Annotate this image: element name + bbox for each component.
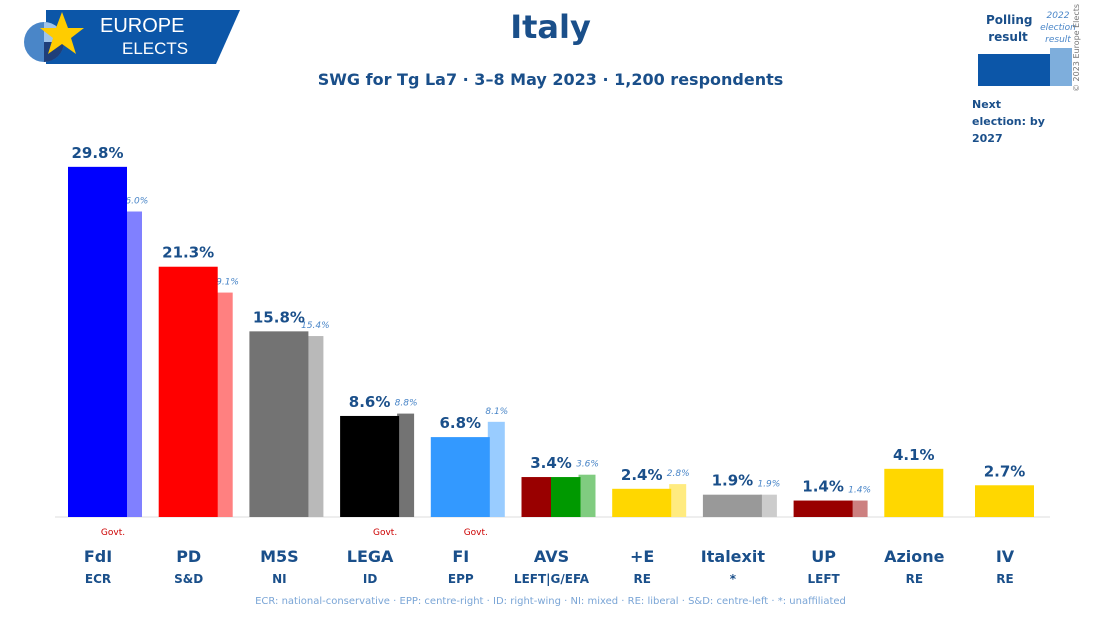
page-title: Italy xyxy=(510,8,591,46)
party-name-m5s: M5S xyxy=(260,547,299,566)
party-name-lega: LEGA xyxy=(347,547,394,566)
party-name-avs: AVS xyxy=(534,547,569,566)
party-name-italexit: Italexit xyxy=(701,547,766,566)
bar-poll-italexit xyxy=(702,494,762,517)
party-group-iv: RE xyxy=(996,572,1013,586)
label-election-fi: 8.1% xyxy=(485,407,508,417)
logo-star-icon xyxy=(40,12,84,54)
bar-election-avs xyxy=(578,474,596,517)
label-election-italexit: 1.9% xyxy=(757,480,780,490)
bar-poll-up xyxy=(793,500,853,517)
label-poll-m5s: 15.8% xyxy=(253,308,305,326)
bar-poll-avs-part1 xyxy=(521,477,551,517)
label-poll-azione: 4.1% xyxy=(893,446,935,464)
label-poll-fi: 6.8% xyxy=(439,414,481,432)
europe-elects-logo: EUROPE ELECTS xyxy=(24,10,240,64)
party-name-e: +E xyxy=(630,547,654,566)
bar-poll-m5s xyxy=(249,331,309,517)
bar-poll-avs-part2 xyxy=(551,477,581,517)
party-name-fi: FI xyxy=(452,547,469,566)
bar-election-lega xyxy=(397,413,415,517)
party-name-pd: PD xyxy=(176,547,201,566)
label-election-avs: 3.6% xyxy=(576,460,599,470)
legend-polling-swatch xyxy=(978,54,1050,86)
legend-election-swatch xyxy=(1050,48,1072,86)
bar-poll-pd xyxy=(158,266,218,517)
logo-text-line1: EUROPE xyxy=(100,15,184,37)
bar-election-italexit xyxy=(759,494,777,517)
govt-marker-lega: Govt. xyxy=(373,528,397,538)
label-election-pd: 19.1% xyxy=(210,278,239,288)
party-group-pd: S&D xyxy=(174,572,203,586)
party-name-azione: Azione xyxy=(884,547,945,566)
bar-election-e xyxy=(669,484,687,517)
govt-marker-fdi: Govt. xyxy=(101,528,125,538)
bar-election-up xyxy=(850,500,868,517)
party-group-lega: ID xyxy=(363,572,377,586)
label-poll-pd: 21.3% xyxy=(162,244,214,262)
label-election-up: 1.4% xyxy=(848,486,871,496)
bar-election-fi xyxy=(487,421,505,517)
legend-swatches xyxy=(978,48,1072,86)
legend-polling-label: Polling result xyxy=(986,13,1033,44)
party-group-e: RE xyxy=(633,572,650,586)
party-name-iv: IV xyxy=(996,547,1015,566)
bar-election-m5s xyxy=(306,336,324,517)
label-poll-e: 2.4% xyxy=(621,466,663,484)
govt-marker-fi: Govt. xyxy=(464,528,488,538)
party-group-m5s: NI xyxy=(272,572,287,586)
label-election-fdi: 26.0% xyxy=(120,197,149,207)
legend: Polling result 2022 election result Next… xyxy=(960,4,1100,145)
label-poll-lega: 8.6% xyxy=(349,393,391,411)
party-group-up: LEFT xyxy=(807,572,840,586)
next-election-note: Next election: by 2027 xyxy=(972,98,1045,145)
bar-poll-fdi xyxy=(68,166,127,517)
label-poll-fdi: 29.8% xyxy=(71,144,123,162)
logo-banner xyxy=(46,10,240,64)
party-name-up: UP xyxy=(811,547,836,566)
label-poll-up: 1.4% xyxy=(802,478,844,496)
label-election-lega: 8.8% xyxy=(395,399,418,409)
page-subtitle: SWG for Tg La7 · 3–8 May 2023 · 1,200 re… xyxy=(317,70,784,89)
bar-poll-lega xyxy=(340,415,400,517)
party-group-fi: EPP xyxy=(448,572,474,586)
label-election-e: 2.8% xyxy=(667,469,690,479)
party-group-italexit: * xyxy=(730,572,737,586)
logo-text-line2: ELECTS xyxy=(122,39,188,58)
legend-election-label: 2022 election result xyxy=(1040,11,1076,45)
bar-election-fdi xyxy=(125,211,142,517)
party-group-fdi: ECR xyxy=(85,572,111,586)
party-group-avs: LEFT|G/EFA xyxy=(514,572,590,586)
label-poll-iv: 2.7% xyxy=(984,462,1026,480)
bar-poll-fi xyxy=(430,437,490,517)
label-poll-avs: 3.4% xyxy=(530,454,572,472)
bar-poll-e xyxy=(612,488,672,517)
chart-bars: 26.0% 29.8% Govt. FdI ECR 19.1% 21.3% PD S&D 15.4… xyxy=(68,144,1034,586)
bar-election-pd xyxy=(215,292,233,517)
label-poll-italexit: 1.9% xyxy=(712,472,754,490)
party-group-azione: RE xyxy=(906,572,923,586)
group-footnote: ECR: national-conservative · EPP: centre… xyxy=(255,596,846,607)
bar-poll-azione xyxy=(884,468,944,517)
label-election-m5s: 15.4% xyxy=(301,321,330,331)
bar-poll-iv xyxy=(975,485,1034,517)
party-name-fdi: FdI xyxy=(84,547,112,566)
